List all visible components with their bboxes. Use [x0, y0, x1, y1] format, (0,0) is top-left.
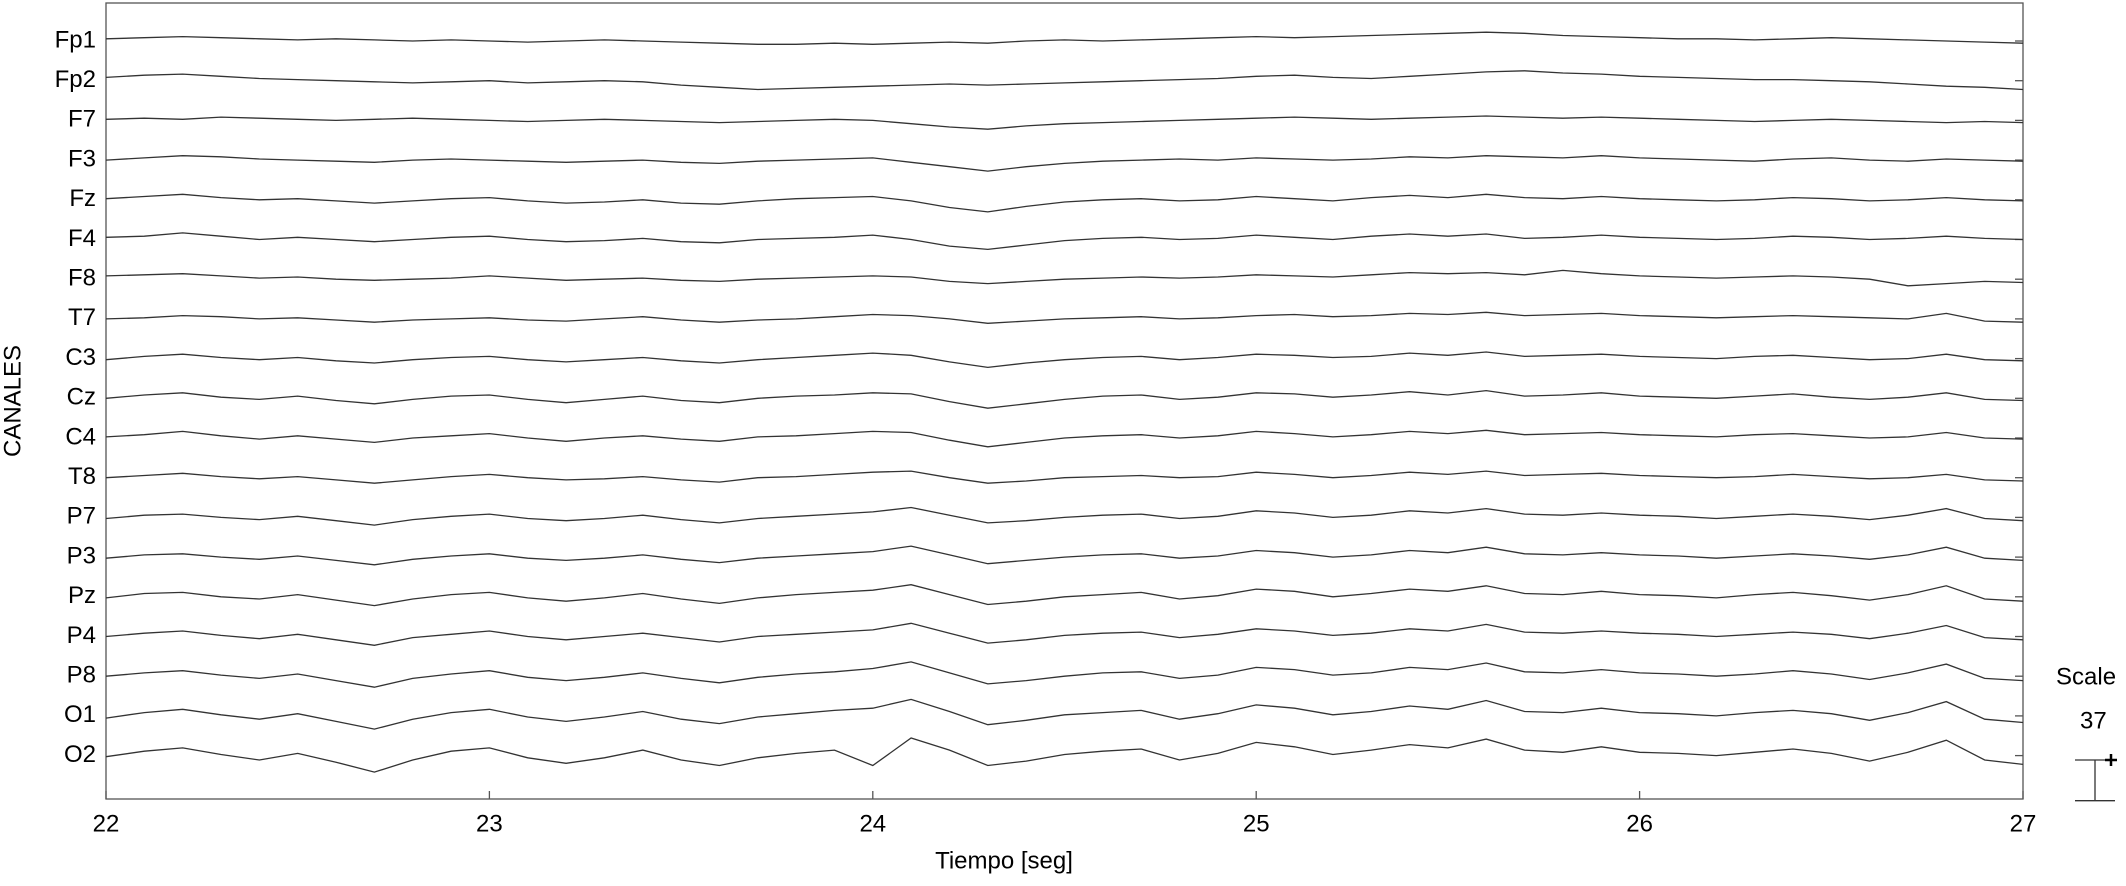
x-axis-label: Tiempo [seg] — [935, 847, 1073, 874]
channel-label: F4 — [68, 225, 96, 252]
eeg-trace — [105, 193, 2024, 213]
scale-value: 37 — [2080, 707, 2107, 734]
channel-label: Fp1 — [55, 26, 96, 53]
eeg-trace — [105, 622, 2024, 646]
eeg-trace — [105, 311, 2024, 324]
channel-label: O2 — [64, 741, 96, 768]
channel-label: C3 — [65, 344, 96, 371]
channel-label: P7 — [67, 503, 96, 530]
scale-label: Scale — [2056, 663, 2116, 690]
eeg-trace — [105, 545, 2024, 566]
eeg-trace — [105, 737, 2024, 773]
channel-label: F3 — [68, 145, 96, 172]
channel-label: Fz — [69, 185, 96, 212]
eeg-trace — [105, 661, 2024, 688]
eeg-trace — [105, 351, 2024, 369]
eeg-trace — [105, 70, 2024, 91]
x-tick-label: 26 — [1626, 810, 1653, 837]
channel-label: Fp2 — [55, 66, 96, 93]
channel-label: P3 — [67, 542, 96, 569]
eeg-trace — [105, 232, 2024, 251]
channel-label: P8 — [67, 662, 96, 689]
channel-label: T7 — [68, 304, 96, 331]
eeg-trace — [105, 698, 2024, 730]
channel-label: O1 — [64, 701, 96, 728]
y-axis-label: CANALES — [0, 345, 26, 457]
channel-label: Cz — [67, 384, 96, 411]
eeg-trace — [105, 389, 2024, 409]
x-tick-label: 25 — [1243, 810, 1270, 837]
eeg-trace — [105, 155, 2024, 172]
x-tick-label: 23 — [476, 810, 503, 837]
scale-marker — [2105, 754, 2117, 766]
eeg-trace — [105, 506, 2024, 526]
x-tick-label: 27 — [2010, 810, 2037, 837]
x-tick-label: 24 — [859, 810, 886, 837]
channel-label: F8 — [68, 265, 96, 292]
plot-frame — [105, 2, 2024, 800]
eeg-trace — [105, 584, 2024, 607]
x-tick-label: 22 — [93, 810, 120, 837]
eeg-trace — [105, 269, 2024, 287]
eeg-trace — [105, 470, 2024, 484]
channel-label: C4 — [65, 423, 96, 450]
eeg-trace — [105, 429, 2024, 448]
channel-label: T8 — [68, 463, 96, 490]
eeg-trace — [105, 31, 2024, 45]
channel-label: Pz — [68, 582, 96, 609]
channel-label: P4 — [67, 622, 96, 649]
eeg-trace — [105, 115, 2024, 130]
channel-label: F7 — [68, 106, 96, 133]
